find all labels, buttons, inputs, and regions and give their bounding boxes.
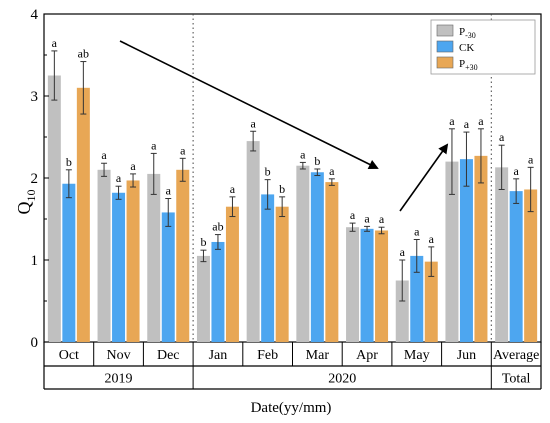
bar [360,228,374,342]
significance-letter: a [499,130,505,144]
legend-swatch [436,40,454,53]
bar [424,261,438,342]
significance-letter: b [314,154,320,168]
y-tick-label: 3 [31,89,39,105]
significance-letter: a [230,182,236,196]
decreasing-trend-arrow [119,40,379,169]
y-tick-label: 2 [31,171,39,187]
significance-letter: a [300,147,306,161]
category-label: Average [493,348,539,363]
significance-letter: a [130,159,136,173]
bar [176,169,190,342]
bar [275,206,289,342]
significance-letter: b [200,235,206,249]
significance-letter: ab [212,220,223,234]
bar [495,167,509,342]
group-label: 2019 [105,372,133,387]
significance-letter: a [478,114,484,128]
y-tick-label: 1 [31,253,39,269]
axes: 0 1 2 3 4 [31,7,49,351]
bar [225,206,239,342]
significance-letter: b [279,182,285,196]
bar [246,141,260,342]
legend-label: P-30 [459,26,476,40]
bar [161,212,175,342]
bar [196,255,210,342]
significance-letter: a [414,225,420,239]
significance-letter: a [52,36,58,50]
bar [76,87,90,342]
significance-letter: b [66,155,72,169]
legend-swatch [436,56,454,69]
bar [375,230,389,342]
bar [410,255,424,342]
bar [147,173,161,342]
significance-letter: a [429,232,435,246]
bar [296,165,310,342]
bar [211,241,225,342]
significance-letter: a [250,116,256,130]
significance-letter: a [464,117,470,131]
bar [112,192,126,342]
y-axis-title-main: Q [14,202,34,215]
bar [97,169,111,342]
y-axis-title-sub: 10 [24,190,38,202]
bar [474,155,488,342]
bar [459,159,473,342]
significance-letter: a [364,211,370,225]
bar [509,191,523,342]
significance-letter: ab [78,47,89,61]
bar [47,75,61,342]
significance-letter: a [513,164,519,178]
legend-label: CK [459,42,474,54]
category-label: May [404,348,430,363]
x-axis-title: Date(yy/mm) [251,400,332,416]
significance-letter: a [528,152,534,166]
category-label: Jan [209,348,228,363]
group-label: Total [502,372,531,387]
category-label: Dec [157,348,180,363]
bar [62,183,76,342]
legend-label: P+30 [459,58,478,72]
group-label: 2020 [328,372,356,387]
category-label: Apr [356,348,378,363]
significance-letter: a [449,114,455,128]
significance-letter: a [379,212,385,226]
bar [346,227,360,342]
category-label: Oct [59,348,79,363]
significance-letter: a [151,138,157,152]
bar [310,172,324,342]
bar [445,161,459,342]
bar [524,189,538,342]
y-axis-title: Q10 [14,190,38,215]
significance-letter: a [329,164,335,178]
category-label: Jun [457,348,476,363]
bar [126,180,140,342]
significance-letter: a [116,171,122,185]
legend-swatch [436,24,454,37]
category-label: Mar [306,348,330,363]
significance-letter: a [101,148,107,162]
significance-letter: a [180,143,186,157]
category-label: Nov [106,348,130,363]
significance-letter: a [400,245,406,259]
y-tick-label: 0 [31,335,39,351]
legend: P-30 CK P+30 [430,19,536,75]
y-tick-label: 4 [31,7,39,23]
category-axis-table: Oct Nov Dec Jan Feb Mar Apr May Jun Average 2019 20… [43,342,542,390]
bar [261,194,275,342]
significance-letter: b [265,165,271,179]
bar [395,280,409,342]
significance-letter: a [350,208,356,222]
increasing-trend-arrow [399,143,449,212]
significance-letter: a [166,184,172,198]
bar [325,182,339,342]
category-label: Feb [257,348,278,363]
